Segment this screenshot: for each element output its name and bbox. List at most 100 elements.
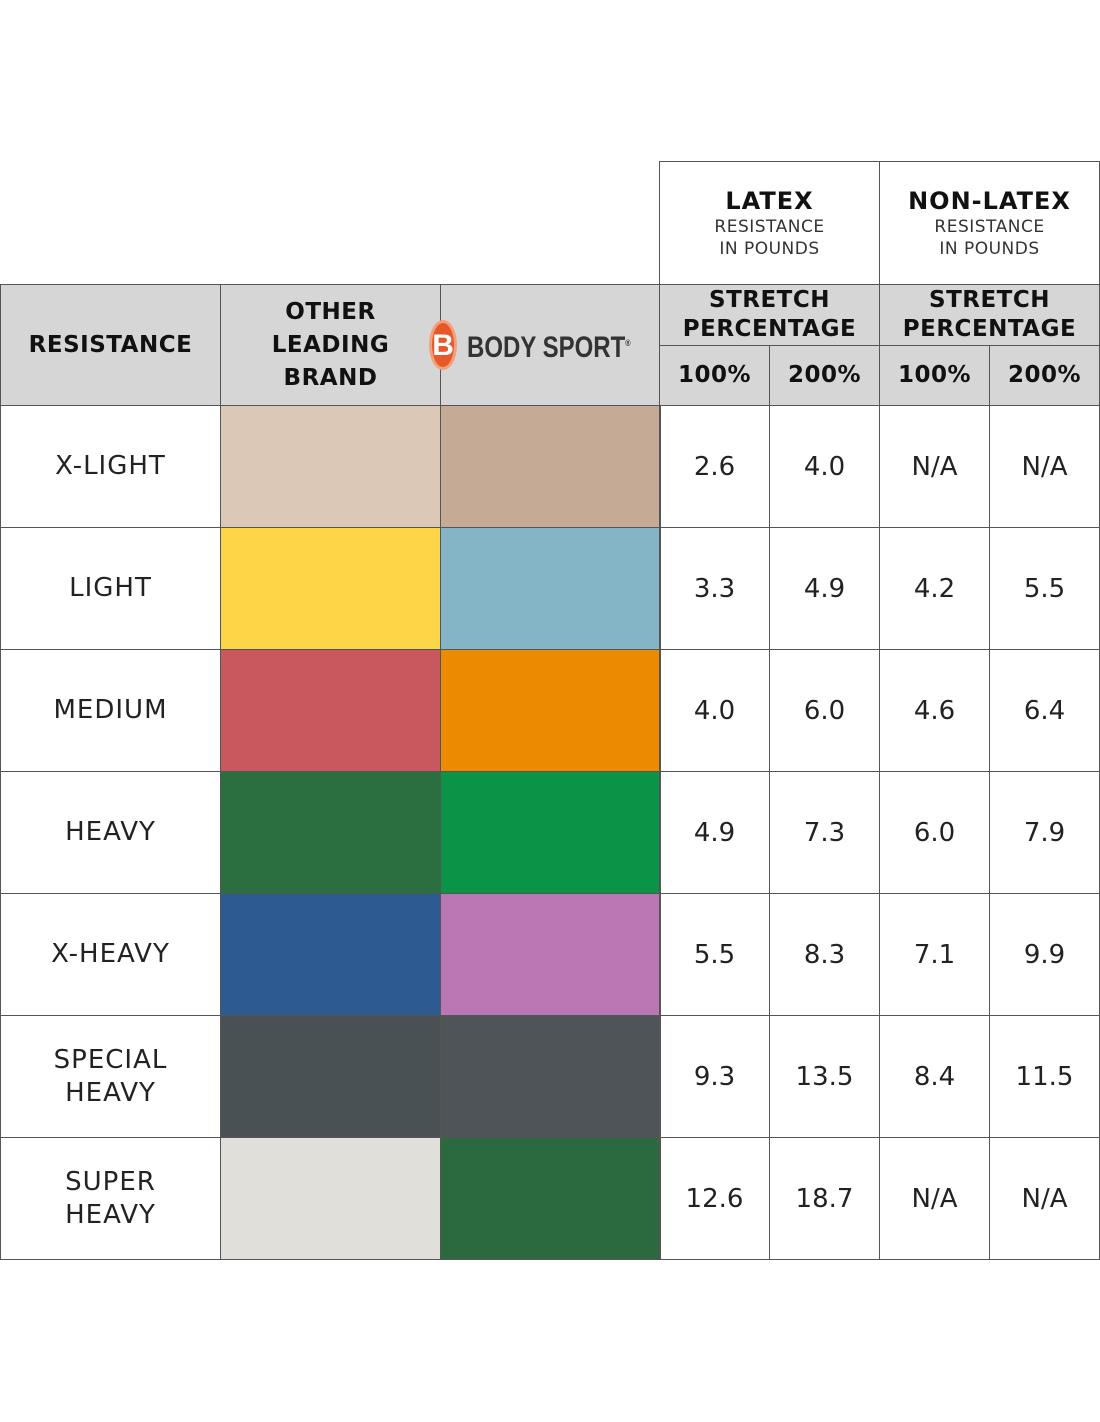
latex-stretch-line2: PERCENTAGE	[682, 316, 857, 342]
non-latex-200-value: 6.4	[1023, 695, 1066, 726]
latex-100-value-cell: 9.3	[659, 1015, 770, 1138]
non-latex-title: NON-LATEX	[908, 187, 1071, 215]
latex-200-value-cell: 18.7	[769, 1137, 880, 1260]
resistance-column-header: RESISTANCE	[0, 284, 221, 406]
non-latex-100-value: 6.0	[913, 817, 956, 848]
latex-100-label: 100%	[677, 362, 752, 388]
latex-100-value: 4.9	[693, 817, 736, 848]
non-latex-200-value-cell: 6.4	[989, 649, 1100, 772]
latex-100-value-cell: 3.3	[659, 527, 770, 650]
latex-100-value: 12.6	[685, 1183, 744, 1214]
latex-200-value: 7.3	[803, 817, 846, 848]
non-latex-200-value: N/A	[1021, 451, 1068, 482]
latex-200-value: 13.5	[795, 1061, 854, 1092]
resistance-level-cell: LIGHT	[0, 527, 221, 650]
body-sport-color-swatch	[440, 893, 661, 1016]
latex-title: LATEX	[725, 187, 814, 215]
non-latex-subtitle-line2: IN POUNDS	[939, 239, 1040, 259]
other-brand-color-swatch	[220, 771, 441, 894]
resistance-level-cell: X-HEAVY	[0, 893, 221, 1016]
resistance-level-label: HEAVY	[65, 1199, 156, 1230]
resistance-level-cell: HEAVY	[0, 771, 221, 894]
body-sport-color-swatch	[440, 649, 661, 772]
latex-200-value-cell: 4.0	[769, 405, 880, 528]
body-sport-color-swatch	[440, 527, 661, 650]
non-latex-100-value: 7.1	[913, 939, 956, 970]
resistance-level-cell: SPECIAL HEAVY	[0, 1015, 221, 1138]
latex-200-value-cell: 6.0	[769, 649, 880, 772]
other-brand-color-swatch	[220, 893, 441, 1016]
resistance-level-cell: X-LIGHT	[0, 405, 221, 528]
resistance-level-cell: SUPER HEAVY	[0, 1137, 221, 1260]
logo-brand-name: BODY SPORT	[467, 330, 626, 364]
latex-100-value: 2.6	[693, 451, 736, 482]
non-latex-100-value: N/A	[911, 451, 958, 482]
non-latex-200-value-cell: 7.9	[989, 771, 1100, 894]
resistance-level-label: SPECIAL	[53, 1044, 168, 1075]
non-latex-100-header: 100%	[879, 345, 990, 406]
other-brand-label-line2: LEADING	[271, 331, 390, 358]
non-latex-100-value: 8.4	[913, 1061, 956, 1092]
non-latex-100-value-cell: N/A	[879, 405, 990, 528]
latex-stretch-header: STRETCH PERCENTAGE	[659, 284, 880, 346]
non-latex-100-value-cell: 8.4	[879, 1015, 990, 1138]
latex-100-value-cell: 4.9	[659, 771, 770, 894]
non-latex-100-value-cell: N/A	[879, 1137, 990, 1260]
resistance-level-label: MEDIUM	[53, 695, 168, 725]
latex-100-header: 100%	[659, 345, 770, 406]
non-latex-100-value-cell: 6.0	[879, 771, 990, 894]
non-latex-stretch-line2: PERCENTAGE	[902, 316, 1077, 342]
body-sport-color-swatch	[440, 771, 661, 894]
latex-200-value-cell: 13.5	[769, 1015, 880, 1138]
latex-subtitle-line2: IN POUNDS	[719, 239, 820, 259]
resistance-level-label: HEAVY	[65, 1077, 156, 1108]
non-latex-200-value-cell: 11.5	[989, 1015, 1100, 1138]
non-latex-200-value-cell: N/A	[989, 1137, 1100, 1260]
resistance-level-cell: MEDIUM	[0, 649, 221, 772]
non-latex-100-value: N/A	[911, 1183, 958, 1214]
latex-100-value: 3.3	[693, 573, 736, 604]
latex-100-value: 4.0	[693, 695, 736, 726]
latex-100-value: 9.3	[693, 1061, 736, 1092]
body-sport-color-swatch	[440, 1137, 661, 1260]
non-latex-100-value-cell: 4.6	[879, 649, 990, 772]
latex-200-label: 200%	[787, 362, 862, 388]
latex-100-value-cell: 2.6	[659, 405, 770, 528]
non-latex-200-value: 9.9	[1023, 939, 1066, 970]
resistance-header-label: RESISTANCE	[28, 331, 193, 358]
non-latex-stretch-header: STRETCH PERCENTAGE	[879, 284, 1100, 346]
other-brand-label-line1: OTHER	[285, 298, 376, 325]
latex-200-value: 8.3	[803, 939, 846, 970]
other-brand-color-swatch	[220, 1137, 441, 1260]
resistance-level-label: SUPER	[65, 1166, 156, 1197]
non-latex-200-value-cell: 5.5	[989, 527, 1100, 650]
resistance-level-label: X-LIGHT	[55, 451, 166, 481]
non-latex-100-value-cell: 7.1	[879, 893, 990, 1016]
body-sport-color-swatch	[440, 1015, 661, 1138]
logo-registered-mark: ®	[625, 337, 631, 348]
latex-200-value-cell: 4.9	[769, 527, 880, 650]
latex-200-value: 18.7	[795, 1183, 854, 1214]
non-latex-200-value: 7.9	[1023, 817, 1066, 848]
non-latex-group-header: NON-LATEX RESISTANCE IN POUNDS	[879, 161, 1100, 285]
non-latex-200-value: 5.5	[1023, 573, 1066, 604]
latex-group-header: LATEX RESISTANCE IN POUNDS	[659, 161, 880, 285]
non-latex-200-value-cell: N/A	[989, 405, 1100, 528]
other-brand-color-swatch	[220, 527, 441, 650]
latex-200-value: 6.0	[803, 695, 846, 726]
body-sport-logo-badge: B	[429, 320, 458, 370]
resistance-level-label: LIGHT	[69, 573, 152, 603]
body-sport-column-header: B BODY SPORT®	[429, 284, 661, 406]
latex-200-value-cell: 7.3	[769, 771, 880, 894]
non-latex-200-header: 200%	[989, 345, 1100, 406]
latex-200-value: 4.0	[803, 451, 846, 482]
logo-badge-letter: B	[432, 328, 455, 362]
other-brand-color-swatch	[220, 649, 441, 772]
latex-200-value: 4.9	[803, 573, 846, 604]
resistance-level-label: HEAVY	[65, 817, 156, 847]
non-latex-100-label: 100%	[897, 362, 972, 388]
latex-100-value-cell: 12.6	[659, 1137, 770, 1260]
non-latex-subtitle-line1: RESISTANCE	[934, 217, 1045, 237]
non-latex-stretch-line1: STRETCH	[929, 287, 1050, 313]
body-sport-color-swatch	[440, 405, 661, 528]
